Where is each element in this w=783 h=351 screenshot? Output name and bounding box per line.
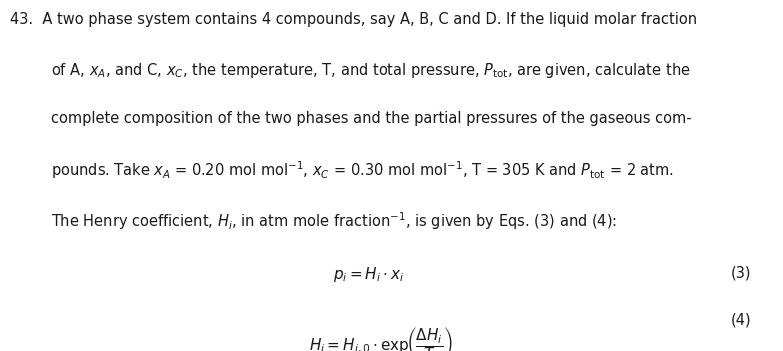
Text: of A, $x_A$, and C, $x_C$, the temperature, T, and total pressure, $P_{\rm tot}$: of A, $x_A$, and C, $x_C$, the temperatu…	[51, 61, 691, 80]
Text: complete composition of the two phases and the partial pressures of the gaseous : complete composition of the two phases a…	[51, 111, 691, 126]
Text: (4): (4)	[731, 312, 752, 327]
Text: The Henry coefficient, $H_i$, in atm mole fraction$^{-1}$, is given by Eqs. (3) : The Henry coefficient, $H_i$, in atm mol…	[51, 211, 617, 232]
Text: 43.  A two phase system contains 4 compounds, say A, B, C and D. If the liquid m: 43. A two phase system contains 4 compou…	[10, 12, 698, 27]
Text: (3): (3)	[731, 265, 752, 280]
Text: $p_i = H_i \cdot x_i$: $p_i = H_i \cdot x_i$	[333, 265, 404, 284]
Text: $H_i = H_{i,0} \cdot \mathrm{exp}\!\left(\dfrac{\Delta H_i}{T}\right)$: $H_i = H_{i,0} \cdot \mathrm{exp}\!\left…	[309, 325, 453, 351]
Text: pounds. Take $x_A$ = 0.20 mol mol$^{-1}$, $x_C$ = 0.30 mol mol$^{-1}$, T = 305 K: pounds. Take $x_A$ = 0.20 mol mol$^{-1}$…	[51, 160, 674, 181]
